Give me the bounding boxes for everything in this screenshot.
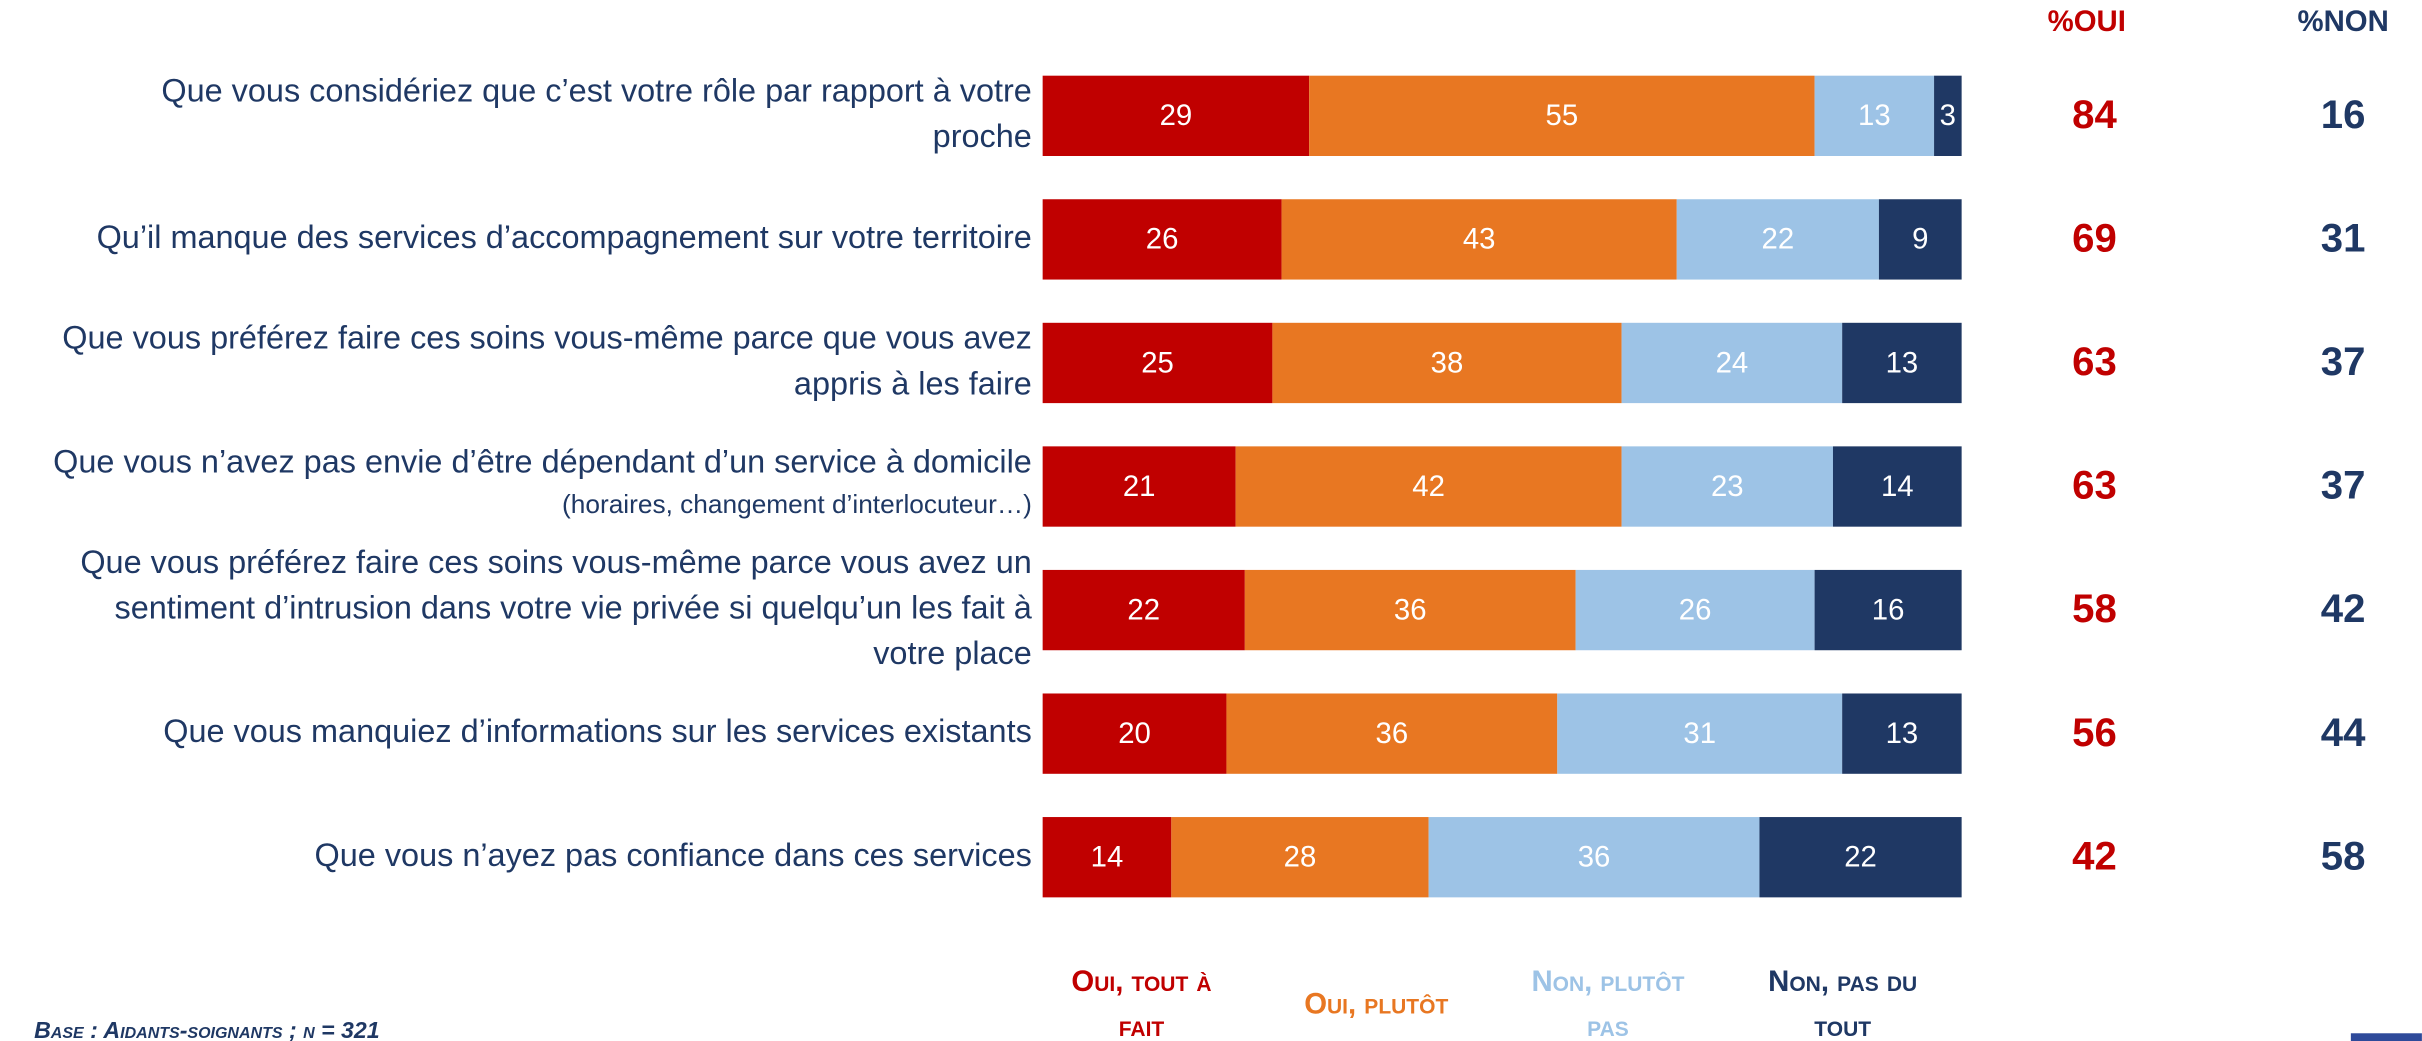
value-label: 22 [1844, 840, 1877, 873]
legend-line: Oui, tout à [1071, 965, 1211, 998]
bar-segment [1042, 569, 1245, 651]
value-label: 36 [1394, 593, 1427, 626]
category-label: sentiment d’intrusion dans votre vie pri… [115, 590, 1033, 626]
bar-segment [1281, 199, 1677, 280]
category-label: Que vous n’avez pas envie d’être dépenda… [53, 443, 1032, 479]
value-label: 38 [1431, 346, 1464, 379]
value-label: 55 [1546, 99, 1579, 132]
bar-segment [1621, 446, 1833, 527]
total-value: 56 [2072, 710, 2117, 755]
bar-segment [1676, 199, 1879, 280]
value-label: 14 [1881, 470, 1914, 503]
bar-segment [1042, 693, 1227, 774]
total-value: 37 [2321, 339, 2366, 384]
value-label: 31 [1683, 717, 1716, 750]
bar-segment [1759, 817, 1962, 898]
value-label: 14 [1091, 840, 1124, 873]
legend-line: fait [1119, 1010, 1165, 1041]
bar-segment [1842, 693, 1962, 774]
total-value: 58 [2072, 586, 2117, 631]
value-label: 26 [1679, 593, 1712, 626]
bar-segment [1272, 322, 1622, 404]
bar-segment [1235, 446, 1622, 527]
bar-segment [1832, 446, 1962, 527]
total-value: 84 [2072, 92, 2117, 137]
category-label: votre place [873, 635, 1032, 671]
legend-line: Oui, plutôt [1304, 987, 1448, 1020]
bar-segment [1557, 693, 1843, 774]
bar-segment [1814, 75, 1935, 156]
value-label: 36 [1578, 840, 1611, 873]
value-label: 21 [1123, 470, 1156, 503]
bar-segment [1042, 75, 1310, 156]
bar-segment [1042, 817, 1172, 898]
value-label: 3 [1940, 99, 1956, 132]
category-label: Que vous considériez que c’est votre rôl… [161, 73, 1031, 109]
legend-line: tout [1814, 1010, 1871, 1041]
value-label: 26 [1146, 223, 1179, 256]
value-label: 13 [1858, 99, 1891, 132]
total-header: %OUI [2048, 5, 2126, 38]
bar-segment [1244, 569, 1576, 651]
logo [2350, 1033, 2422, 1041]
bar-segment [1226, 693, 1558, 774]
value-label: 43 [1463, 223, 1496, 256]
total-value: 69 [2072, 216, 2117, 261]
total-value: 58 [2321, 833, 2366, 878]
total-header: %NON [2298, 5, 2389, 38]
bar-segment [1621, 322, 1843, 404]
value-label: 22 [1762, 223, 1795, 256]
value-label: 20 [1118, 717, 1151, 750]
value-label: 42 [1412, 470, 1445, 503]
category-label: Que vous manquiez d’informations sur les… [163, 713, 1032, 749]
value-label: 16 [1872, 593, 1905, 626]
total-value: 42 [2321, 586, 2366, 631]
value-label: 28 [1284, 840, 1317, 873]
value-label: 24 [1716, 346, 1749, 379]
bar-segment [1309, 75, 1815, 156]
category-note: (horaires, changement d’interlocuteur…) [562, 489, 1032, 519]
bar-segment [1171, 817, 1429, 898]
total-value: 63 [2072, 463, 2117, 508]
bar-segment [1042, 322, 1273, 404]
total-value: 42 [2072, 833, 2117, 878]
legend-line: pas [1587, 1010, 1629, 1041]
category-label: proche [933, 118, 1032, 154]
category-label: appris à les faire [794, 365, 1032, 401]
total-value: 63 [2072, 339, 2117, 384]
total-value: 44 [2321, 710, 2366, 755]
bar-segment [1814, 569, 1962, 651]
footnote: Base : Aidants-soignants ; n = 321 [34, 1017, 380, 1041]
legend-label: Non, pas du tout [1768, 965, 1917, 1041]
value-label: 23 [1711, 470, 1744, 503]
category-label: Que vous n’ayez pas confiance dans ces s… [315, 837, 1032, 873]
legend-label: Oui, plutôt [1304, 987, 1448, 1020]
bar-segment [1042, 446, 1236, 527]
bar-segment [1934, 75, 1962, 156]
bar-segment [1575, 569, 1815, 651]
category-label: Que vous préférez faire ces soins vous-m… [80, 544, 1032, 580]
value-label: 36 [1376, 717, 1409, 750]
legend-label: Non, plutôt pas [1531, 965, 1684, 1041]
value-label: 9 [1912, 223, 1928, 256]
total-value: 16 [2321, 92, 2366, 137]
value-label: 29 [1160, 99, 1193, 132]
legend-label: Oui, tout à fait [1071, 965, 1211, 1041]
total-value: 31 [2321, 216, 2366, 261]
category-label: Que vous préférez faire ces soins vous-m… [62, 320, 1032, 356]
bar-segment [1428, 817, 1760, 898]
bar-segment [1042, 199, 1282, 280]
value-label: 13 [1886, 717, 1919, 750]
bar-segment [1842, 322, 1962, 404]
bar-segment [1878, 199, 1962, 280]
value-label: 13 [1886, 346, 1919, 379]
value-label: 25 [1141, 346, 1174, 379]
legend-line: Non, pas du [1768, 965, 1917, 998]
value-label: 22 [1127, 593, 1160, 626]
total-value: 37 [2321, 463, 2366, 508]
category-label: Qu’il manque des services d’accompagneme… [97, 219, 1032, 255]
legend-line: Non, plutôt [1531, 965, 1684, 998]
